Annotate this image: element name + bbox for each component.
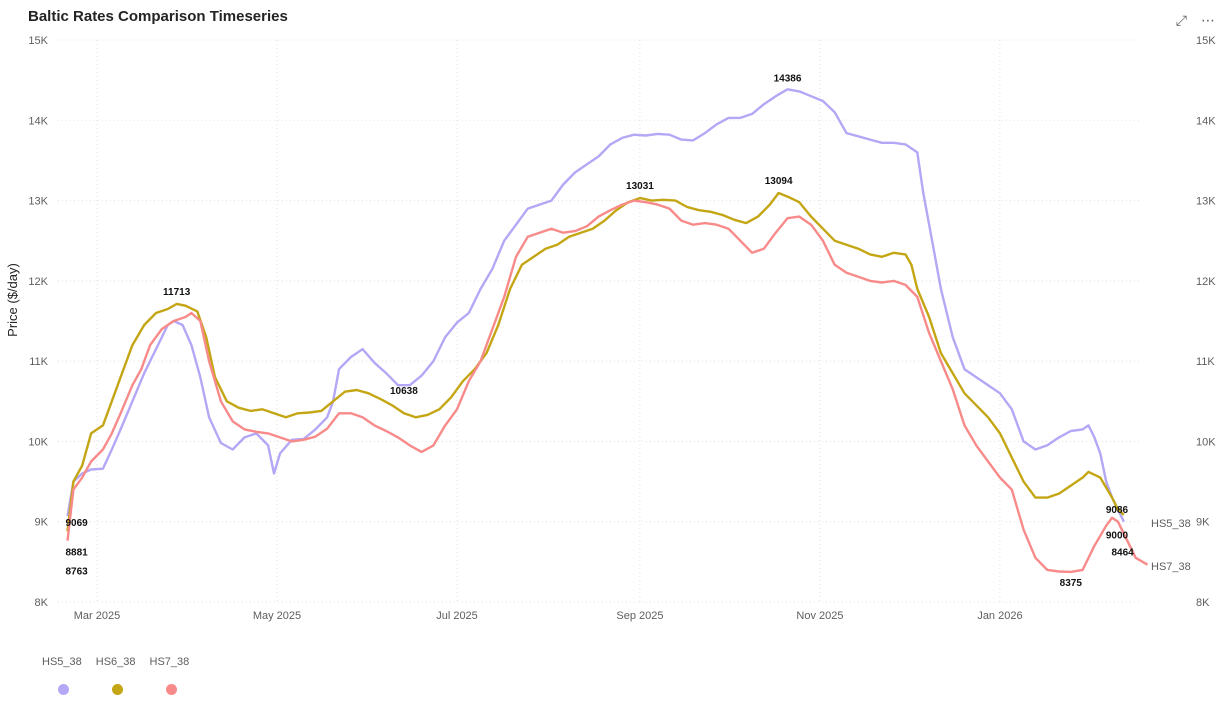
x-tick-label: Sep 2025 [616,610,663,622]
gridlines [58,39,1140,603]
y-tick-label: 10K [28,436,48,448]
series-end-labels: HS5_38 HS7_38 [1151,518,1191,573]
legend-item-hs7[interactable]: HS7_38 [149,656,190,695]
legend-label: HS7_38 [149,656,190,668]
legend: HS5_38 HS6_38 HS7_38 [42,656,189,695]
y-tick-label: 12K [28,276,48,288]
y-axis-left: 8K 9K 10K 11K 12K 13K 14K 15K [28,35,48,609]
y-tick-label-right: 9K [1196,517,1210,529]
data-label: 14386 [774,73,802,84]
y-tick-label: 14K [28,115,48,127]
x-tick-label: May 2025 [253,610,301,622]
data-label: 9000 [1106,531,1129,542]
x-tick-label: Mar 2025 [74,610,120,622]
data-label: 8881 [65,547,88,558]
legend-item-hs6[interactable]: HS6_38 [96,656,136,695]
visual-header-icons: ⤢ ⋯ [1176,12,1215,28]
data-label: 8464 [1111,548,1134,559]
legend-item-hs5[interactable]: HS5_38 [42,656,82,695]
series-end-label: HS5_38 [1151,518,1191,530]
series-end-label: HS7_38 [1151,561,1191,573]
data-label: 9086 [1106,505,1129,516]
y-tick-label: 9K [35,517,49,529]
x-tick-label: Jan 2026 [977,610,1022,622]
legend-label: HS6_38 [95,656,136,668]
y-tick-label: 13K [28,196,48,208]
series-line-hs5_38 [66,88,1125,523]
series-line-hs7_38 [66,199,1149,574]
x-tick-label: Nov 2025 [796,610,843,622]
y-tick-label: 8K [35,597,49,609]
data-label: 13031 [626,181,654,192]
legend-dot [58,684,69,695]
data-label: 13094 [765,176,793,187]
y-tick-label-right: 8K [1196,597,1210,609]
series-line-hs6_38 [66,191,1125,532]
data-label: 10638 [390,386,418,397]
legend-label: HS5_38 [42,656,82,668]
data-label: 9069 [65,518,88,529]
x-axis: Mar 2025 May 2025 Jul 2025 Sep 2025 Nov 2025… [74,610,1023,622]
legend-dot [165,684,177,695]
data-label: 8763 [65,567,88,578]
y-tick-label-right: 13K [1196,196,1216,208]
y-tick-label: 15K [28,35,48,47]
more-options-icon[interactable]: ⋯ [1201,12,1215,28]
series-lines [66,88,1149,574]
chart-title: Baltic Rates Comparison Timeseries [28,8,288,25]
data-labels: 9069 8881 8763 11713 10638 13031 14386 13094 908… [65,73,1134,589]
y-tick-label-right: 11K [1196,356,1215,368]
y-axis-title: Price ($/day) [5,263,20,337]
legend-dot [111,684,123,695]
y-axis-right: 8K 9K 10K 11K 12K 13K 14K 15K [1196,35,1216,609]
y-tick-label: 11K [29,356,48,368]
focus-mode-icon[interactable]: ⤢ [1175,12,1187,28]
y-tick-label-right: 10K [1196,436,1216,448]
y-tick-label-right: 12K [1196,276,1216,288]
data-label: 8375 [1060,578,1083,589]
x-tick-label: Jul 2025 [436,610,478,622]
y-tick-label-right: 14K [1196,115,1216,127]
y-tick-label-right: 15K [1196,35,1216,47]
data-label: 11713 [163,287,191,298]
